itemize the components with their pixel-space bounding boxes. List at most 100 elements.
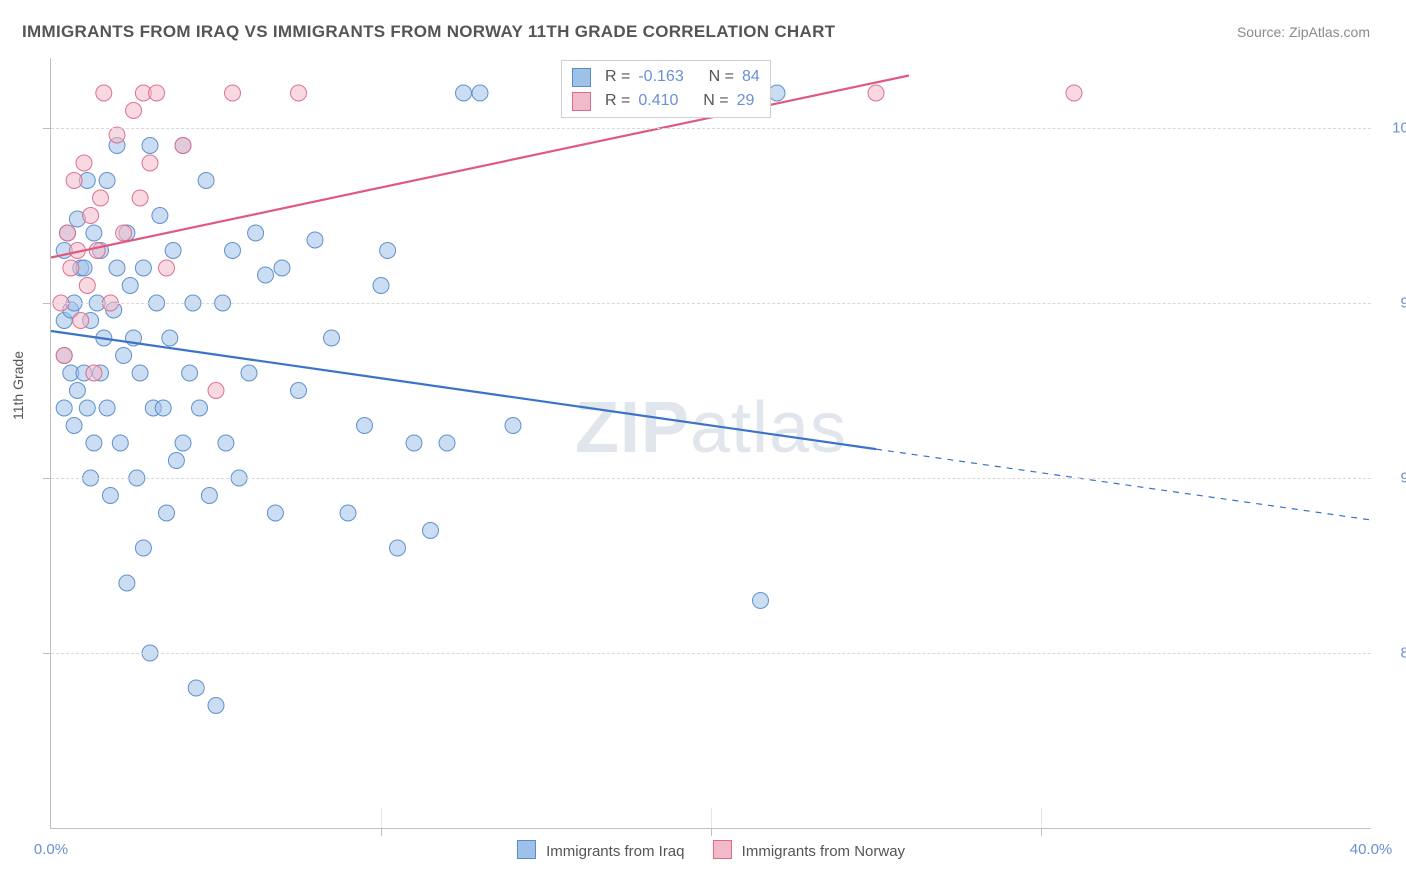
y-tick-label: 100.0% (1383, 120, 1406, 137)
data-point-norway (109, 127, 125, 143)
data-point-iraq (274, 260, 290, 276)
grid-h (51, 128, 1371, 129)
data-point-iraq (192, 400, 208, 416)
n-prefix: N = (703, 89, 728, 113)
y-axis-label: 11th Grade (10, 351, 26, 420)
y-tick-mark (43, 128, 51, 129)
data-point-norway (225, 85, 241, 101)
data-point-iraq (69, 383, 85, 399)
data-point-iraq (406, 435, 422, 451)
data-point-norway (1066, 85, 1082, 101)
stats-row-iraq: R = -0.163 N = 84 (572, 65, 760, 89)
data-point-iraq (456, 85, 472, 101)
data-point-iraq (753, 593, 769, 609)
data-point-iraq (99, 400, 115, 416)
data-point-norway (73, 313, 89, 329)
data-point-norway (116, 225, 132, 241)
data-point-iraq (102, 488, 118, 504)
norway-r-value: 0.410 (638, 89, 678, 113)
iraq-legend-label: Immigrants from Iraq (546, 843, 684, 860)
data-point-iraq (135, 540, 151, 556)
x-tick-gridstub (1041, 808, 1042, 828)
trend-line-dashed-iraq (876, 449, 1371, 520)
source-attribution: Source: ZipAtlas.com (1237, 24, 1370, 40)
r-prefix: R = (605, 65, 630, 89)
data-point-iraq (258, 267, 274, 283)
data-point-norway (56, 348, 72, 364)
data-point-iraq (505, 418, 521, 434)
data-point-iraq (159, 505, 175, 521)
data-point-iraq (155, 400, 171, 416)
data-point-iraq (248, 225, 264, 241)
chart-title: IMMIGRANTS FROM IRAQ VS IMMIGRANTS FROM … (22, 22, 835, 42)
data-point-iraq (142, 138, 158, 154)
data-point-iraq (135, 260, 151, 276)
plot-area: ZIPatlas R = -0.163 N = 84 R = 0.410 N =… (50, 58, 1371, 829)
data-point-norway (175, 138, 191, 154)
norway-legend-swatch (713, 840, 732, 859)
data-point-iraq (439, 435, 455, 451)
data-point-iraq (99, 173, 115, 189)
data-point-norway (89, 243, 105, 259)
data-point-iraq (324, 330, 340, 346)
y-tick-label: 85.0% (1383, 645, 1406, 662)
norway-swatch (572, 92, 591, 111)
data-point-iraq (162, 330, 178, 346)
data-point-iraq (56, 400, 72, 416)
data-point-norway (86, 365, 102, 381)
norway-legend-label: Immigrants from Norway (742, 843, 905, 860)
data-point-iraq (241, 365, 257, 381)
bottom-legend: Immigrants from Iraq Immigrants from Nor… (517, 840, 905, 860)
data-point-iraq (423, 523, 439, 539)
iraq-swatch (572, 68, 591, 87)
data-point-iraq (291, 383, 307, 399)
x-tick-label: 40.0% (1350, 841, 1393, 858)
source-name: ZipAtlas.com (1289, 24, 1370, 40)
data-point-norway (96, 85, 112, 101)
data-point-iraq (109, 260, 125, 276)
data-point-iraq (116, 348, 132, 364)
data-point-iraq (122, 278, 138, 294)
x-tick-mark (381, 828, 382, 836)
trend-line-iraq (51, 331, 876, 449)
y-tick-mark (43, 303, 51, 304)
data-point-iraq (152, 208, 168, 224)
data-point-norway (159, 260, 175, 276)
data-point-norway (83, 208, 99, 224)
iraq-legend-swatch (517, 840, 536, 859)
data-point-iraq (86, 225, 102, 241)
grid-h (51, 303, 1371, 304)
chart-svg (51, 58, 1371, 828)
data-point-iraq (390, 540, 406, 556)
data-point-iraq (188, 680, 204, 696)
data-point-iraq (201, 488, 217, 504)
data-point-iraq (86, 435, 102, 451)
data-point-iraq (357, 418, 373, 434)
data-point-norway (63, 260, 79, 276)
data-point-iraq (66, 418, 82, 434)
y-tick-mark (43, 478, 51, 479)
data-point-norway (76, 155, 92, 171)
x-tick-label: 0.0% (34, 841, 68, 858)
data-point-iraq (132, 365, 148, 381)
norway-n-value: 29 (737, 89, 755, 113)
y-tick-mark (43, 653, 51, 654)
data-point-norway (126, 103, 142, 119)
data-point-norway (66, 173, 82, 189)
data-point-iraq (168, 453, 184, 469)
n-prefix: N = (709, 65, 734, 89)
data-point-iraq (79, 400, 95, 416)
grid-h (51, 653, 1371, 654)
data-point-iraq (380, 243, 396, 259)
data-point-iraq (112, 435, 128, 451)
data-point-iraq (472, 85, 488, 101)
x-tick-gridstub (711, 808, 712, 828)
data-point-norway (291, 85, 307, 101)
stats-box: R = -0.163 N = 84 R = 0.410 N = 29 (561, 60, 771, 118)
legend-item-norway: Immigrants from Norway (713, 840, 906, 860)
grid-h (51, 478, 1371, 479)
data-point-iraq (225, 243, 241, 259)
data-point-iraq (198, 173, 214, 189)
source-label: Source: (1237, 24, 1285, 40)
iraq-r-value: -0.163 (638, 65, 683, 89)
